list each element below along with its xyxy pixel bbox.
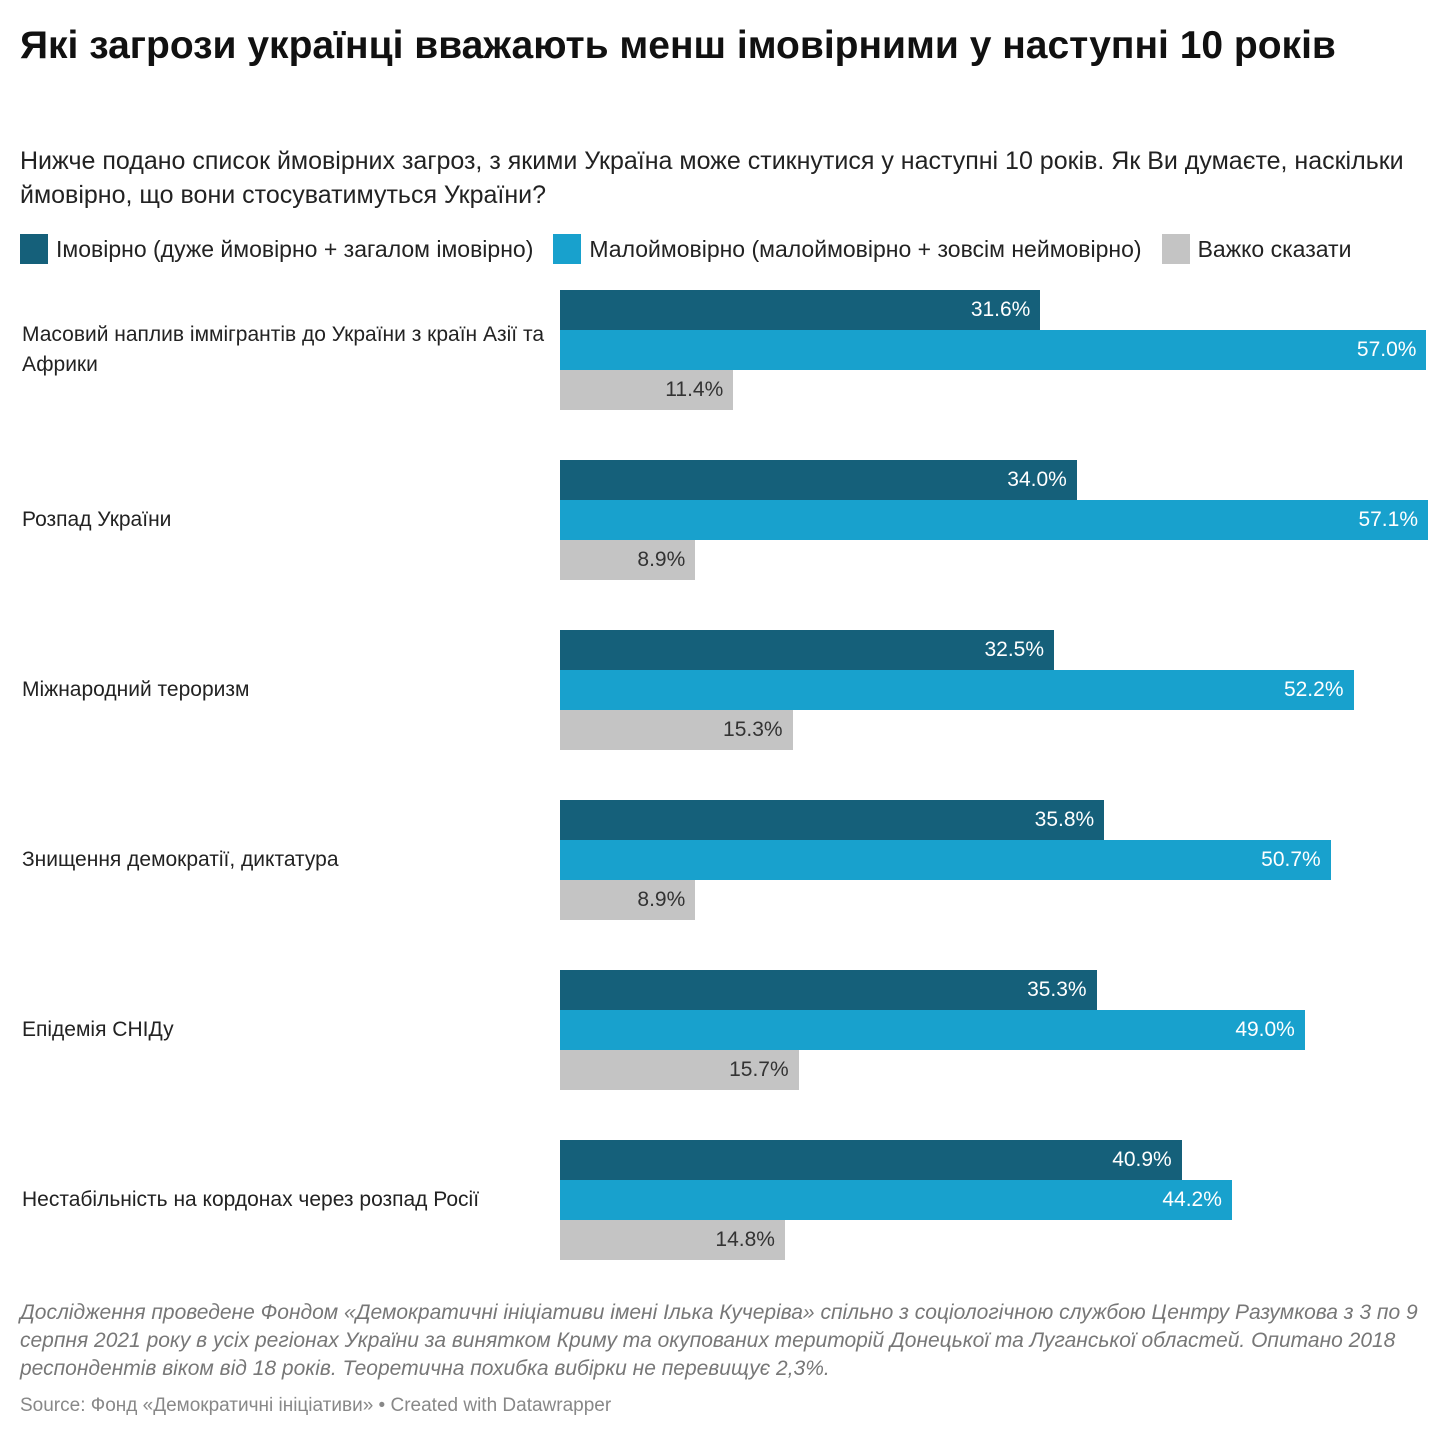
- data-label: 32.5%: [984, 638, 1045, 661]
- legend-swatch: [20, 234, 48, 264]
- data-label: 34.0%: [1007, 468, 1067, 491]
- bar-group: Епідемія СНІДу 35.3% 49.0% 15.7%: [0, 970, 1450, 1090]
- legend-label: Малоймовірно (малоймовірно + зовсім нейм…: [589, 235, 1142, 262]
- data-label: 8.9%: [637, 888, 686, 911]
- bar: 50.7%: [560, 840, 1331, 880]
- data-label: 35.8%: [1034, 808, 1095, 831]
- bar: 52.2%: [560, 670, 1354, 710]
- bar: 11.4%: [560, 370, 734, 410]
- chart-notes: Дослідження проведене Фондом «Демократич…: [20, 1301, 1418, 1380]
- data-label: 31.6%: [970, 298, 1031, 321]
- data-label: 8.9%: [637, 548, 686, 571]
- category-label: Розпад України: [22, 508, 172, 531]
- legend-item: Важко сказати: [1161, 234, 1352, 264]
- data-label: 49.0%: [1235, 1018, 1295, 1041]
- bar: 44.2%: [560, 1180, 1232, 1220]
- category-label: Знищення демократії, диктатура: [22, 848, 339, 871]
- bar: 15.7%: [560, 1050, 799, 1090]
- legend: Імовірно (дуже ймовірно + загалом імовір…: [20, 234, 1351, 264]
- chart-title: Які загрози українці вважають менш імові…: [20, 24, 1336, 67]
- bar: 35.3%: [560, 970, 1097, 1010]
- chart-subtitle: Нижче подано список ймовірних загроз, з …: [20, 147, 1404, 209]
- data-label: 11.4%: [665, 378, 724, 401]
- bar: 32.5%: [560, 630, 1055, 670]
- data-label: 15.3%: [723, 718, 783, 741]
- data-label: 57.1%: [1358, 508, 1418, 531]
- category-label: Епідемія СНІДу: [22, 1018, 174, 1041]
- category-label: Нестабільність на кордонах через розпад …: [22, 1188, 480, 1211]
- legend-item: Малоймовірно (малоймовірно + зовсім нейм…: [553, 234, 1142, 264]
- bar: 15.3%: [560, 710, 793, 750]
- legend-label: Імовірно (дуже ймовірно + загалом імовір…: [56, 235, 534, 262]
- data-label: 35.3%: [1027, 978, 1087, 1001]
- legend-item: Імовірно (дуже ймовірно + загалом імовір…: [20, 234, 533, 264]
- data-label: 52.2%: [1283, 678, 1344, 701]
- bar: 49.0%: [560, 1010, 1305, 1050]
- data-label: 14.8%: [715, 1228, 775, 1251]
- bar-group: Масовий наплив іммігрантів до України з …: [0, 290, 1450, 410]
- legend-label: Важко сказати: [1197, 235, 1352, 262]
- category-label: Масовий наплив іммігрантів до України з …: [22, 323, 545, 376]
- data-label: 44.2%: [1162, 1188, 1222, 1211]
- bar: 40.9%: [560, 1140, 1182, 1180]
- bar-group: Міжнародний тероризм 32.5% 52.2% 15.3%: [0, 630, 1450, 750]
- category-label: Міжнародний тероризм: [22, 678, 250, 701]
- bar: 14.8%: [560, 1220, 785, 1260]
- bar: 8.9%: [560, 880, 696, 920]
- bar: 8.9%: [560, 540, 696, 580]
- bar: 57.0%: [560, 330, 1427, 370]
- data-label: 15.7%: [729, 1058, 789, 1081]
- bar-group: Знищення демократії, диктатура 35.8% 50.7%…: [0, 800, 1450, 920]
- bar-group: Розпад України 34.0% 57.1% 8.9%: [0, 460, 1450, 580]
- legend-swatch: [1161, 234, 1190, 264]
- bar: 31.6%: [560, 290, 1041, 330]
- data-label: 40.9%: [1112, 1148, 1172, 1171]
- bar: 34.0%: [560, 460, 1077, 500]
- bar: 57.1%: [560, 500, 1428, 540]
- bar: 35.8%: [560, 800, 1105, 840]
- bar-group: Нестабільність на кордонах через розпад …: [0, 1140, 1450, 1260]
- source-line: Source: Фонд «Демократичні ініціативи» •…: [20, 1395, 612, 1416]
- legend-swatch: [553, 234, 582, 264]
- data-label: 57.0%: [1356, 338, 1417, 361]
- data-label: 50.7%: [1261, 848, 1321, 871]
